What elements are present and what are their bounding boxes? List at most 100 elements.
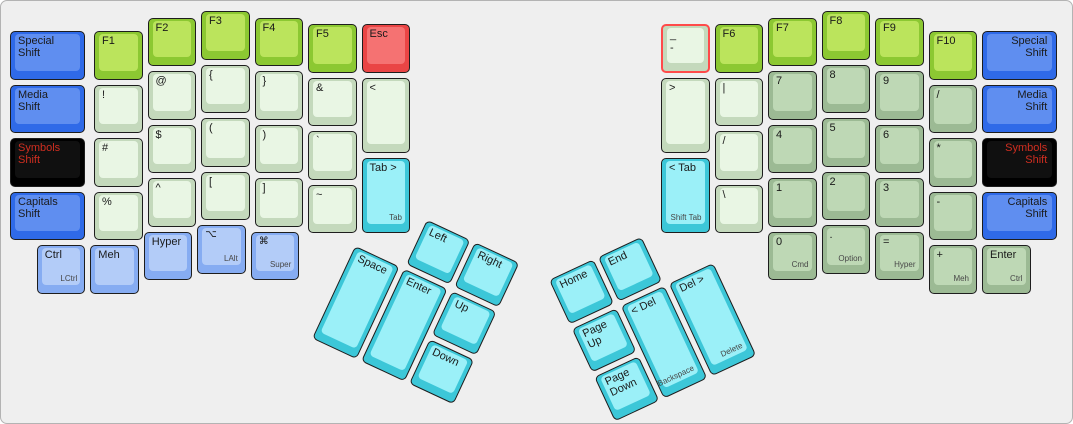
key-sublabel: LCtrl <box>60 273 78 283</box>
key-esc[interactable]: Esc <box>361 24 410 73</box>
keycap-top-surface <box>259 74 298 111</box>
key-label: Media Shift <box>1017 88 1048 113</box>
key-f1[interactable]: F1 <box>94 31 143 80</box>
key-rparen[interactable]: ) <box>254 124 303 174</box>
keycap-top-surface <box>206 121 245 158</box>
key-caret[interactable]: ^ <box>147 178 196 227</box>
key-label: Capitals Shift <box>18 195 58 220</box>
special-shift-right[interactable]: Special Shift <box>982 31 1058 80</box>
keycap-top-surface <box>933 194 972 231</box>
key-plus[interactable]: + Meh <box>928 245 977 294</box>
key-backslash[interactable]: \ <box>714 184 763 234</box>
key-minus[interactable]: - <box>928 191 977 240</box>
keycap-top-surface <box>41 248 81 285</box>
key-period[interactable]: . Option <box>821 225 870 274</box>
key-f2[interactable]: F2 <box>147 17 196 67</box>
media-shift-left[interactable]: Media Shift <box>10 84 86 133</box>
key-6[interactable]: 6 <box>875 124 924 174</box>
key-dollar[interactable]: $ <box>147 124 196 174</box>
key-lbrace[interactable]: { <box>201 64 250 113</box>
key-f10[interactable]: F10 <box>928 31 977 80</box>
key-lparen[interactable]: ( <box>201 118 250 167</box>
key-hash[interactable]: # <box>94 138 143 187</box>
key-f4[interactable]: F4 <box>254 17 303 67</box>
key-asterisk[interactable]: * <box>928 138 977 187</box>
key-meh[interactable]: Meh <box>90 245 139 294</box>
keycap-top-surface <box>313 187 352 225</box>
key-label: < Tab <box>669 162 697 175</box>
key-f7[interactable]: F7 <box>768 17 817 67</box>
key-f5[interactable]: F5 <box>308 24 357 73</box>
key-1[interactable]: 1 <box>768 178 817 227</box>
key-label: } <box>262 75 267 88</box>
key-lalt[interactable]: ⌥ LAlt <box>197 225 246 274</box>
symbols-shift-right[interactable]: Symbols Shift <box>982 138 1058 187</box>
key-label: F10 <box>936 35 956 47</box>
keycap-top-surface <box>259 20 298 58</box>
key-0[interactable]: 0 Cmd <box>768 231 817 281</box>
key-3[interactable]: 3 <box>875 178 924 227</box>
capitals-shift-left[interactable]: Capitals Shift <box>10 191 86 240</box>
key-2[interactable]: 2 <box>821 171 870 220</box>
key-equals[interactable]: = Hyper <box>875 231 924 281</box>
key-at[interactable]: @ <box>147 71 196 120</box>
keycap-top-surface <box>206 67 245 104</box>
key-pipe[interactable]: | <box>714 77 763 127</box>
key-label: Special Shift <box>18 35 55 60</box>
keycap-top-surface <box>933 87 972 124</box>
key-5[interactable]: 5 <box>821 118 870 167</box>
symbols-shift-left[interactable]: Symbols Shift <box>10 138 86 187</box>
keycap-top-surface <box>880 127 919 165</box>
key-9[interactable]: 9 <box>875 71 924 120</box>
key-sublabel: Tab <box>389 213 402 223</box>
key-7[interactable]: 7 <box>768 71 817 120</box>
key-label: 9 <box>883 75 890 88</box>
key-label: { <box>209 68 213 81</box>
key-8[interactable]: 8 <box>821 64 870 113</box>
key-hyper-left[interactable]: Hyper <box>143 231 193 281</box>
key-label: ~ <box>316 188 323 201</box>
key-label: $ <box>155 128 162 141</box>
key-f8[interactable]: F8 <box>821 11 870 60</box>
key-4[interactable]: 4 <box>768 124 817 174</box>
key-label: ] <box>262 182 266 195</box>
key-enter-right[interactable]: Enter Ctrl <box>982 245 1031 294</box>
key-tilde[interactable]: ~ <box>308 184 357 234</box>
key-slash-inner[interactable]: / <box>714 131 763 180</box>
key-f6[interactable]: F6 <box>714 24 763 73</box>
key-label: _ - <box>670 29 677 54</box>
key-tab[interactable]: Tab > Tab <box>361 158 410 234</box>
key-f9[interactable]: F9 <box>875 17 924 67</box>
key-ctrl[interactable]: Ctrl LCtrl <box>36 245 86 294</box>
key-label: Capitals Shift <box>1007 195 1048 220</box>
key-label: - <box>936 195 941 208</box>
keycap-top-surface <box>15 194 81 231</box>
key-sublabel: Shift Tab <box>670 213 702 223</box>
capitals-shift-right[interactable]: Capitals Shift <box>982 191 1058 240</box>
key-rbrace[interactable]: } <box>254 71 303 120</box>
keycap-top-surface <box>206 14 245 51</box>
key-sublabel: Super <box>269 260 292 270</box>
key-backtick[interactable]: ` <box>308 131 357 180</box>
key-f3[interactable]: F3 <box>201 11 250 60</box>
key-lbracket[interactable]: [ <box>201 171 250 220</box>
key-label: F1 <box>102 35 115 47</box>
key-rbracket[interactable]: ] <box>254 178 303 227</box>
media-shift-right[interactable]: Media Shift <box>982 84 1058 133</box>
key-ampersand[interactable]: & <box>308 77 357 127</box>
key-super[interactable]: ⌘ Super <box>250 231 300 281</box>
special-shift-left[interactable]: Special Shift <box>10 31 86 80</box>
keycap-top-surface <box>99 141 138 178</box>
keycap-top-surface <box>666 161 705 225</box>
keycap-top-surface <box>773 127 812 165</box>
key-minus-underscore[interactable]: _ - <box>661 24 710 73</box>
keycap-top-surface <box>95 248 134 285</box>
key-shift-tab[interactable]: < Tab Shift Tab <box>661 158 710 234</box>
keycap-top-surface <box>15 141 81 178</box>
key-percent[interactable]: % <box>94 191 143 240</box>
key-greater-than[interactable]: > <box>661 77 710 154</box>
keycap-top-surface <box>255 234 295 272</box>
key-exclam[interactable]: ! <box>94 84 143 133</box>
key-less-than[interactable]: < <box>361 77 410 154</box>
key-slash[interactable]: / <box>928 84 977 133</box>
